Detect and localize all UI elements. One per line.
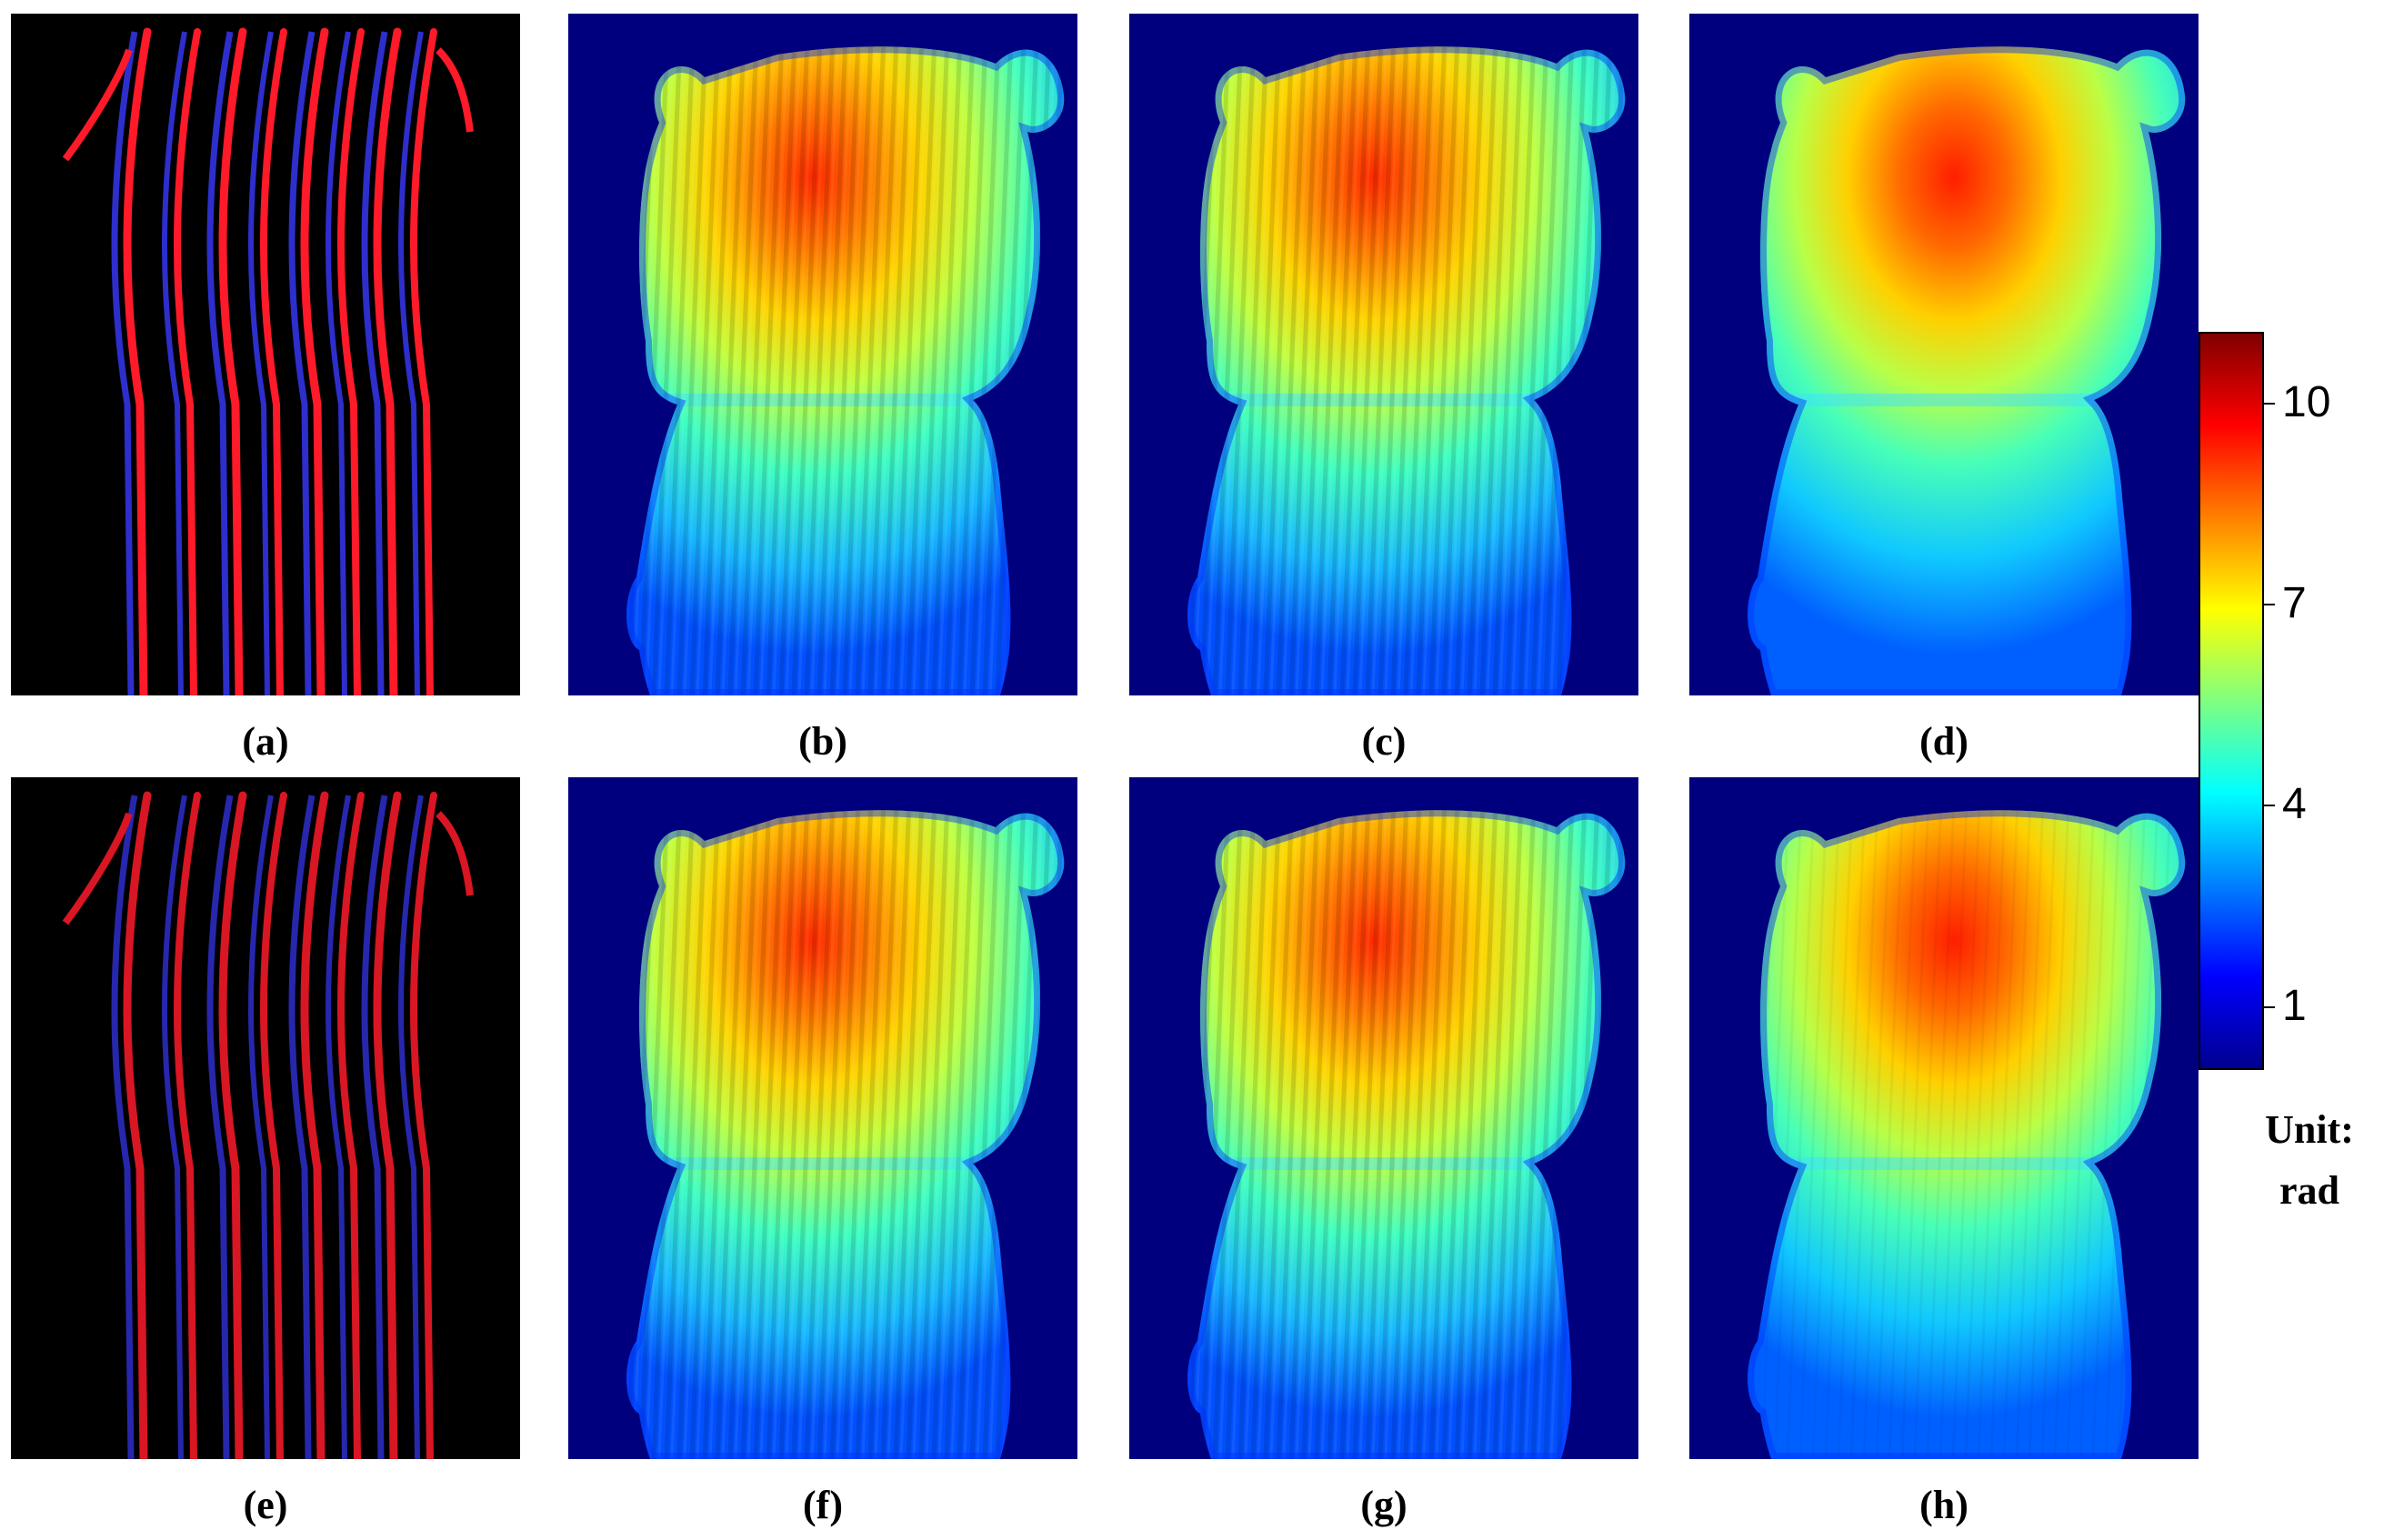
colorbar-tick-label-10: 10: [2282, 378, 2331, 426]
colorbar-tick-label-4: 4: [2282, 780, 2307, 828]
panel-a-fringe-image: [11, 14, 520, 695]
colorbar-tick-1: [2264, 1006, 2275, 1008]
caption-c: (c): [1361, 719, 1407, 764]
colorbar-tick-label-7: 7: [2282, 579, 2307, 627]
caption-f: (f): [803, 1483, 843, 1527]
colorbar-tick-4: [2264, 805, 2275, 806]
panel-b-wrapped-phase: [568, 14, 1077, 695]
caption-a: (a): [242, 719, 289, 764]
caption-b: (b): [798, 719, 847, 764]
colorbar-tick-7: [2264, 604, 2275, 605]
caption-h: (h): [1919, 1483, 1968, 1527]
panel-h-unwrapped-phase: [1689, 777, 2199, 1459]
panel-c-wrapped-phase: [1129, 14, 1638, 695]
colorbar-tick-10: [2264, 403, 2275, 405]
colorbar: [2199, 332, 2264, 1070]
caption-d: (d): [1919, 719, 1968, 764]
caption-e: (e): [243, 1483, 288, 1527]
panel-e-fringe-image: [11, 777, 520, 1459]
panel-g-wrapped-phase: [1129, 777, 1638, 1459]
colorbar-tick-label-1: 1: [2282, 982, 2307, 1030]
caption-g: (g): [1360, 1483, 1407, 1527]
panel-f-wrapped-phase: [568, 777, 1077, 1459]
colorbar-unit-value: rad: [2279, 1168, 2339, 1213]
panel-d-unwrapped-phase: [1689, 14, 2199, 695]
colorbar-unit-label: Unit:: [2265, 1107, 2354, 1152]
